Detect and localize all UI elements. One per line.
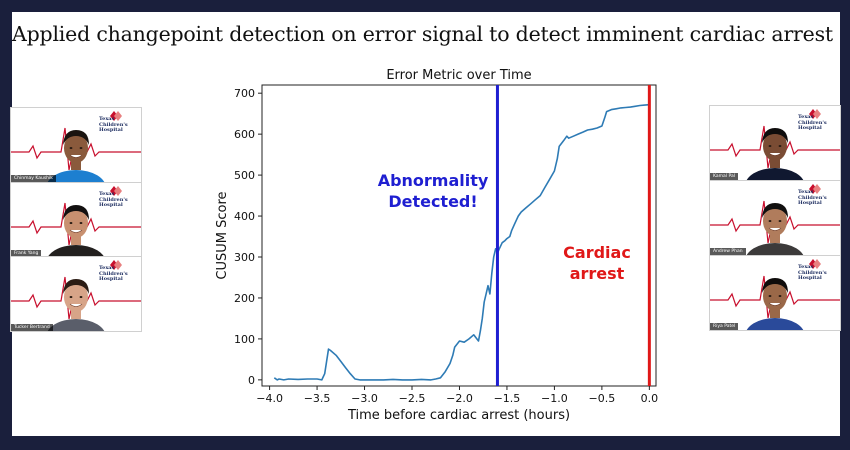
y-axis-label: CUSUM Score xyxy=(215,191,230,279)
x-tick-label: 0.0 xyxy=(641,392,659,405)
participant-video xyxy=(11,186,141,257)
participant-name: Tucker Bertrand xyxy=(11,324,53,331)
x-tick-label: −1.0 xyxy=(541,392,568,405)
participant-video-tile[interactable]: Texas Children's Hospital Kamal Pal xyxy=(709,105,841,181)
hospital-name: Texas Children's Hospital xyxy=(798,189,827,206)
participant-name: Kamal Pal xyxy=(710,173,738,180)
hospital-logo-icon xyxy=(809,109,821,119)
arrest-label: Cardiac xyxy=(563,243,631,262)
chart-title: Error Metric over Time xyxy=(386,68,531,83)
hospital-name: Texas Children's Hospital xyxy=(99,116,128,133)
hospital-logo-icon xyxy=(809,184,821,194)
y-tick-label: 600 xyxy=(234,128,255,141)
hospital-name: Texas Children's Hospital xyxy=(798,264,827,281)
participant-video xyxy=(11,111,141,182)
participant-video xyxy=(710,184,840,255)
y-tick-label: 200 xyxy=(234,292,255,305)
hospital-logo-icon xyxy=(809,259,821,269)
abnormality-label: Detected! xyxy=(388,192,477,211)
participant-video-tile[interactable]: Texas Children's Hospital Chinmay Kaushi… xyxy=(10,107,142,183)
x-tick-label: −4.0 xyxy=(256,392,283,405)
y-tick-label: 400 xyxy=(234,210,255,223)
participant-name: Andrew Phan xyxy=(710,248,746,255)
participant-video-tile[interactable]: Texas Children's Hospital Riya Patel xyxy=(709,255,841,331)
hospital-logo-icon xyxy=(110,260,122,270)
hospital-logo-icon xyxy=(110,111,122,121)
participant-video-tile[interactable]: Texas Children's Hospital Frank Yang xyxy=(10,182,142,258)
x-tick-label: −3.5 xyxy=(304,392,331,405)
participant-video xyxy=(11,260,141,331)
hospital-name: Texas Children's Hospital xyxy=(99,191,128,208)
x-axis-label: Time before cardiac arrest (hours) xyxy=(347,408,570,423)
hospital-name: Texas Children's Hospital xyxy=(99,265,128,282)
abnormality-label: Abnormality xyxy=(378,171,489,190)
x-tick-label: −0.5 xyxy=(589,392,616,405)
slide-title: Applied changepoint detection on error s… xyxy=(12,22,833,46)
participant-video-tile[interactable]: Texas Children's Hospital Tucker Bertran… xyxy=(10,256,142,332)
y-tick-label: 100 xyxy=(234,333,255,346)
y-tick-label: 300 xyxy=(234,251,255,264)
y-tick-label: 0 xyxy=(248,374,255,387)
participant-name: Riya Patel xyxy=(710,323,739,330)
participant-video xyxy=(710,109,840,180)
x-tick-label: −2.5 xyxy=(399,392,426,405)
participant-name: Frank Yang xyxy=(11,250,42,257)
arrest-label: arrest xyxy=(570,264,625,283)
hospital-logo-icon xyxy=(110,186,122,196)
hospital-name: Texas Children's Hospital xyxy=(798,114,827,131)
x-tick-label: −2.0 xyxy=(446,392,473,405)
participant-video-tile[interactable]: Texas Children's Hospital Andrew Phan xyxy=(709,180,841,256)
participant-name: Chinmay Kaushik xyxy=(11,175,56,182)
series-line-cusum xyxy=(273,103,650,381)
y-tick-label: 500 xyxy=(234,169,255,182)
x-tick-label: −1.5 xyxy=(494,392,521,405)
y-tick-label: 700 xyxy=(234,87,255,100)
participant-video xyxy=(710,259,840,330)
slide xyxy=(12,12,840,436)
x-tick-label: −3.0 xyxy=(351,392,378,405)
